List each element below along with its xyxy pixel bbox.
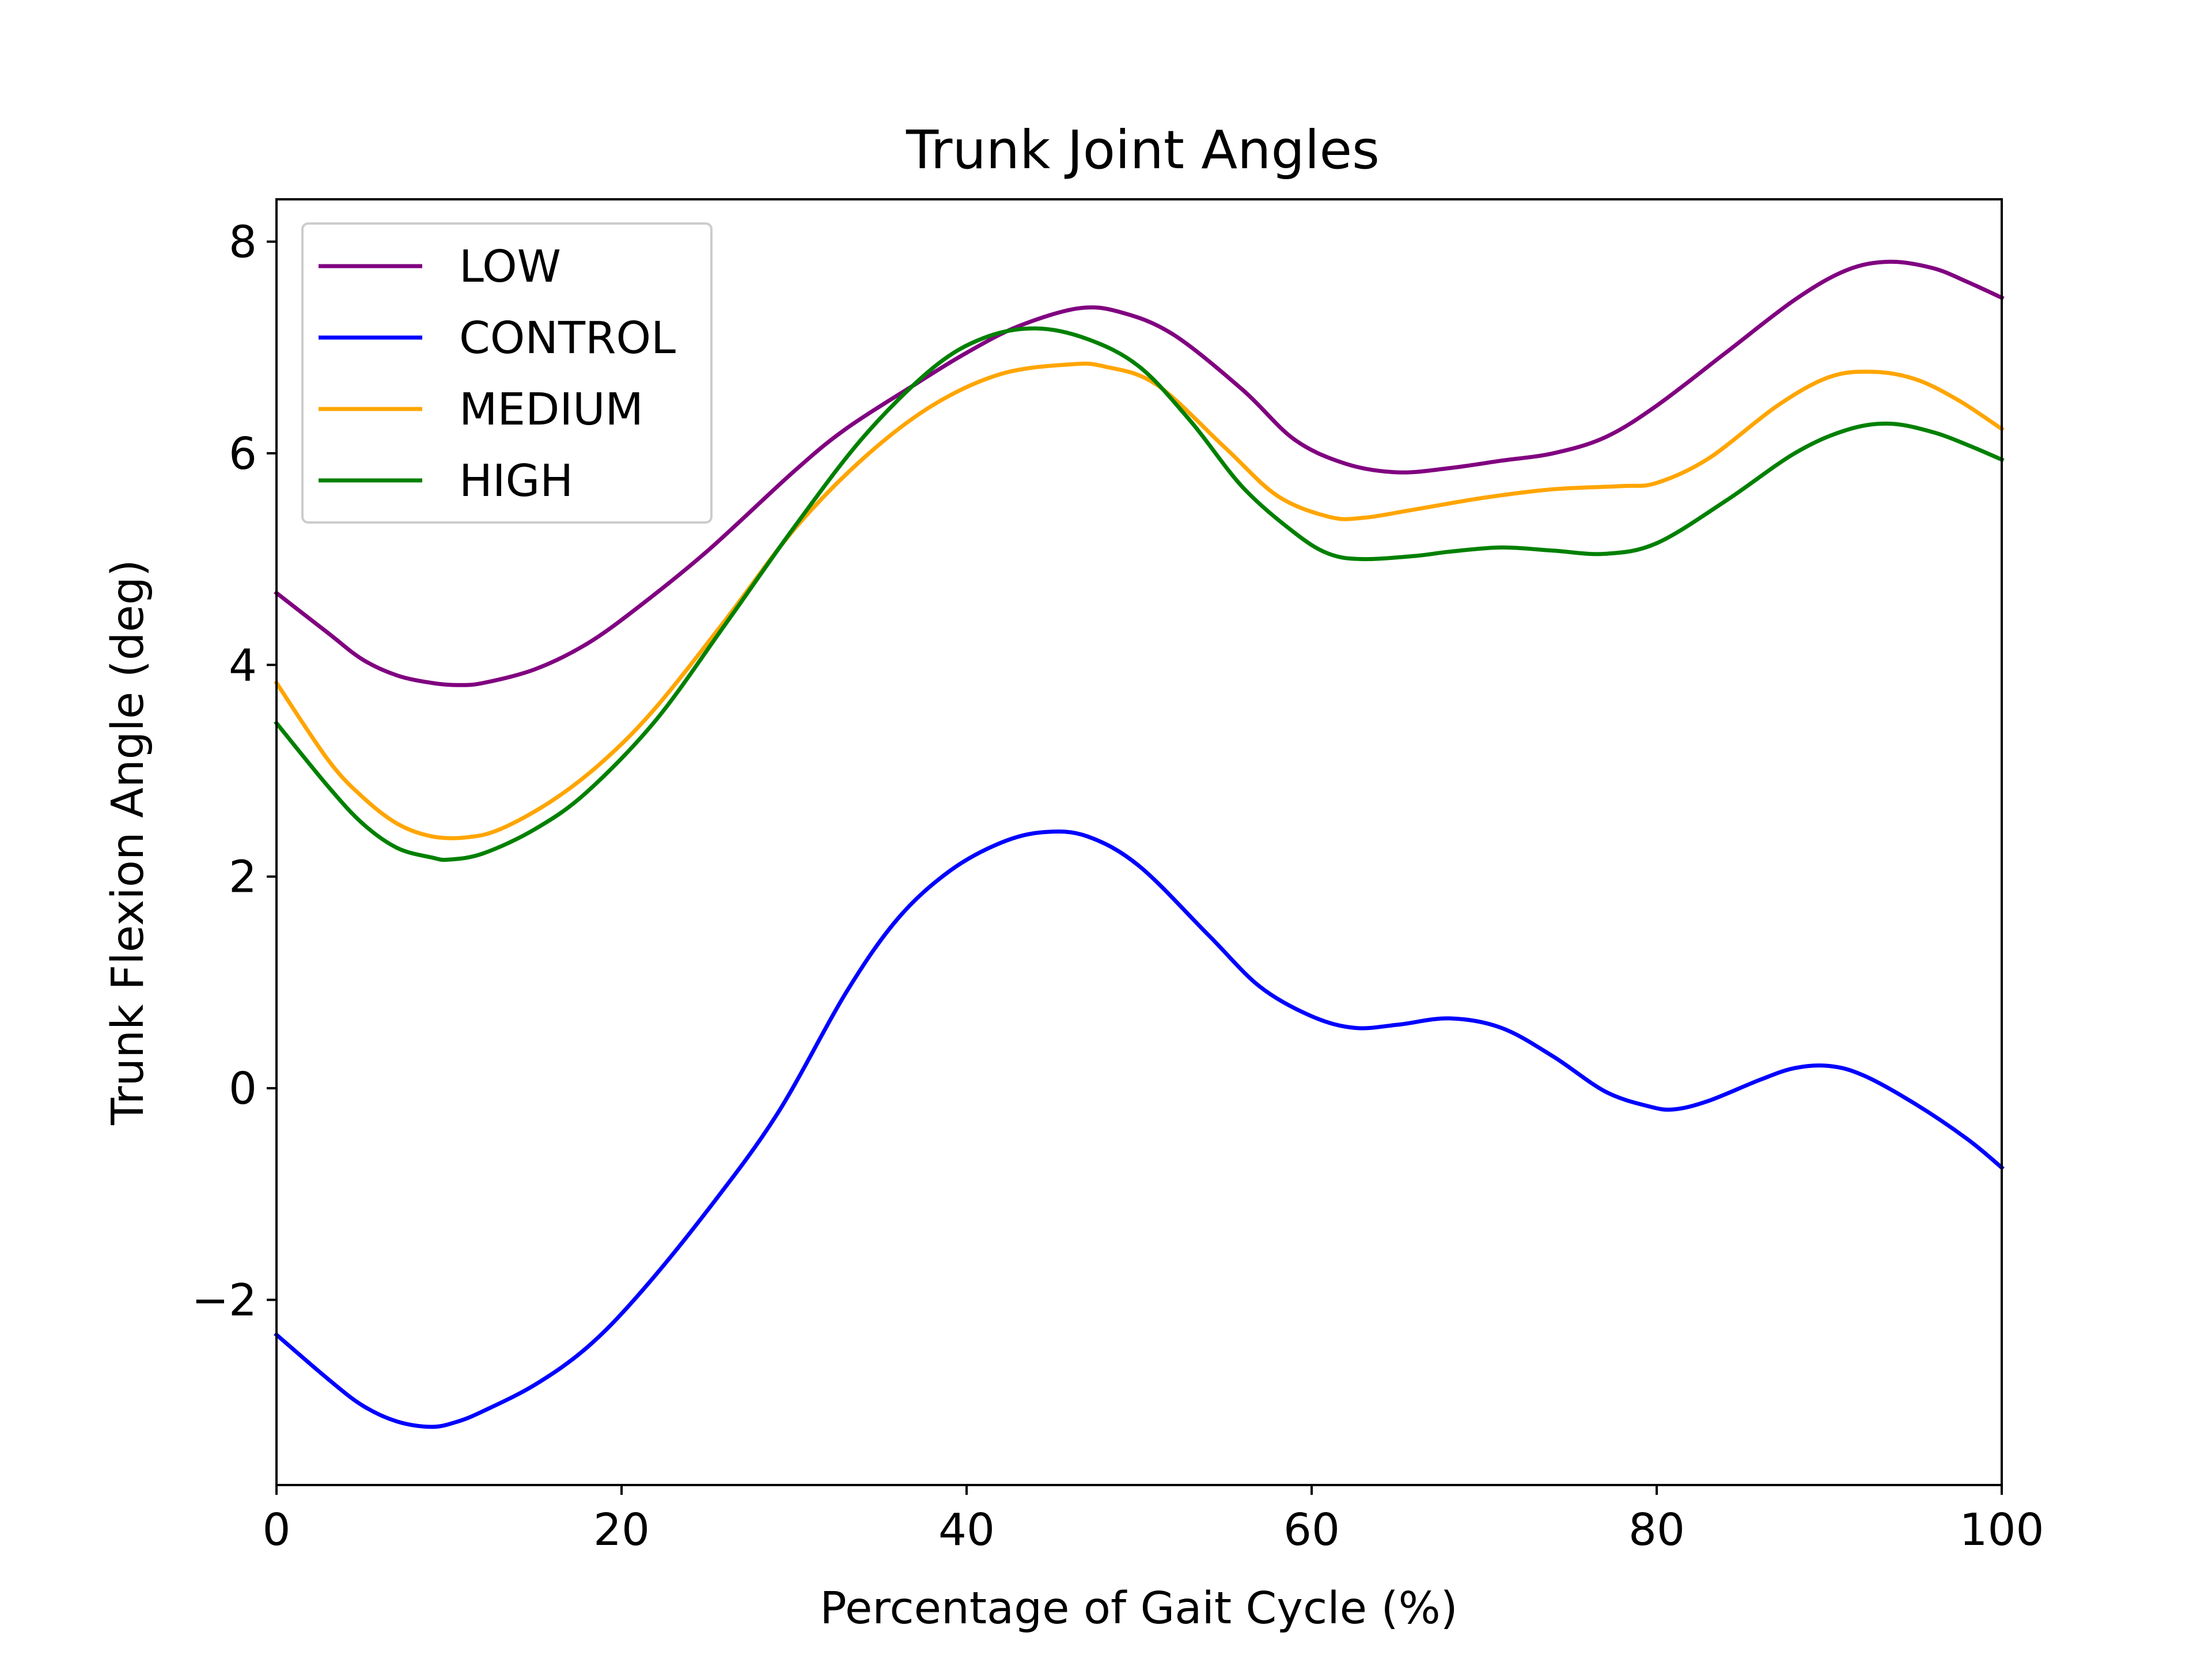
plot-frame (275, 198, 2003, 1486)
y-tick-label: 8 (229, 217, 257, 268)
legend-entries: LOW CONTROL MEDIUM HIGH (319, 241, 676, 507)
y-tick-label: 4 (229, 640, 257, 691)
series-line-low (274, 259, 2005, 687)
series-line-control (274, 829, 2005, 1429)
y-tick-label: 6 (229, 429, 257, 480)
x-axis: 0 20 40 60 80 100 (263, 1485, 2044, 1556)
x-tick-label: 100 (1960, 1505, 2044, 1556)
x-tick-label: 40 (938, 1505, 995, 1556)
x-tick-label: 0 (263, 1505, 291, 1556)
legend-label-control: CONTROL (459, 313, 676, 364)
x-tick-label: 20 (593, 1505, 650, 1556)
x-tick-label: 60 (1283, 1505, 1340, 1556)
y-tick-label: 0 (229, 1063, 257, 1115)
y-tick-label: −2 (191, 1275, 257, 1327)
y-tick-label: 2 (229, 852, 257, 903)
legend-label-low: LOW (459, 241, 561, 293)
y-axis-label: Trunk Flexion Angle (deg) (103, 559, 154, 1126)
legend-label-medium: MEDIUM (459, 384, 643, 435)
y-axis: −2 0 2 4 6 8 (191, 217, 276, 1327)
x-axis-label: Percentage of Gait Cycle (%) (820, 1583, 1457, 1634)
series-line-high (274, 326, 2005, 862)
series-layer (274, 259, 2005, 1429)
series-line-medium (274, 361, 2005, 840)
legend: LOW CONTROL MEDIUM HIGH (301, 222, 713, 524)
legend-box (301, 222, 713, 524)
legend-label-high: HIGH (459, 456, 573, 507)
x-tick-label: 80 (1628, 1505, 1685, 1556)
chart-title: Trunk Joint Angles (906, 119, 1380, 181)
